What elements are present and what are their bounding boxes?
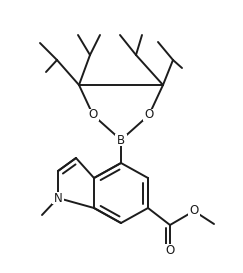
- FancyBboxPatch shape: [52, 192, 64, 204]
- Text: B: B: [117, 133, 125, 147]
- Text: O: O: [165, 244, 175, 257]
- FancyBboxPatch shape: [164, 244, 176, 256]
- FancyBboxPatch shape: [87, 109, 99, 121]
- Text: O: O: [189, 204, 199, 218]
- FancyBboxPatch shape: [143, 109, 155, 121]
- Text: O: O: [88, 108, 98, 121]
- FancyBboxPatch shape: [115, 134, 127, 146]
- FancyBboxPatch shape: [188, 205, 200, 217]
- Text: O: O: [144, 108, 154, 121]
- Text: N: N: [54, 191, 62, 204]
